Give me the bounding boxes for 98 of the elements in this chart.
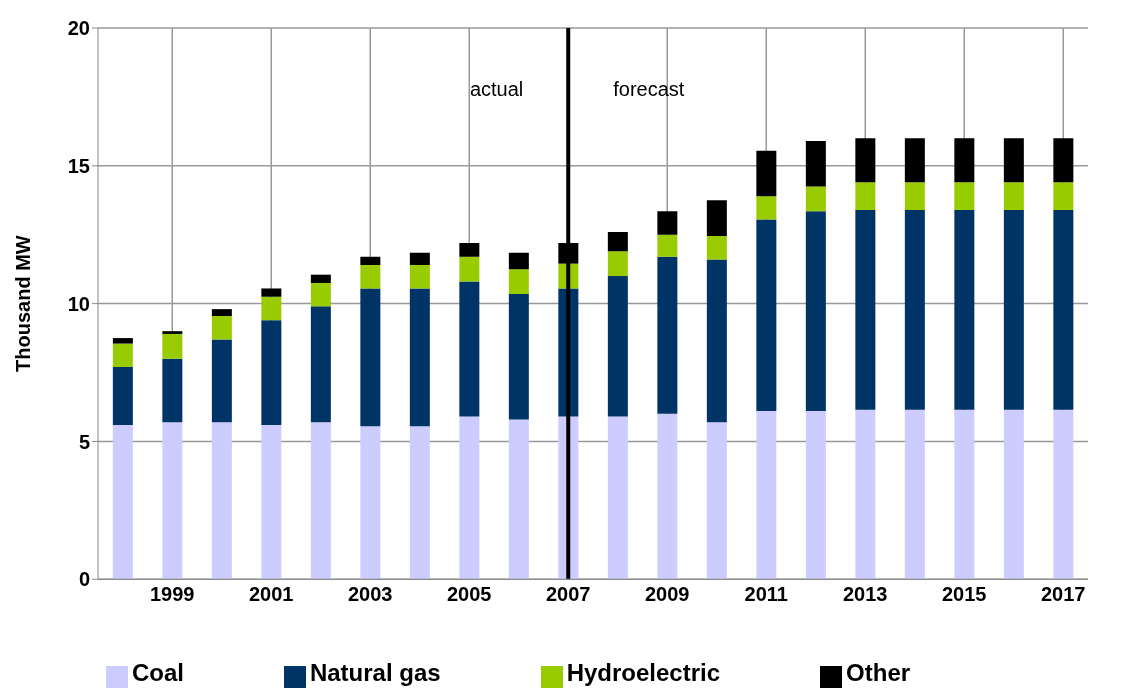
bar [112,338,133,344]
bar [904,209,925,410]
bar [409,252,430,266]
bar [508,269,529,294]
bar [954,182,975,210]
y-axis-title: Thousand MW [12,235,35,372]
legend-label: Coal [131,659,184,687]
x-tick-label: 2009 [645,583,690,606]
x-tick-label: 2003 [348,583,393,606]
bar [112,343,133,368]
bar [211,309,232,317]
x-tick-label: 2011 [744,583,788,606]
bar [607,276,628,417]
bar [607,231,628,252]
bar [805,411,826,580]
bar [1053,138,1074,183]
bar [409,265,430,289]
bar [261,424,282,580]
bar [310,282,331,307]
bar [360,256,381,266]
bar [1053,409,1074,580]
bar [904,138,925,183]
y-tick-label: 20 [67,17,90,40]
bar [1003,209,1024,410]
x-tick-label: 2015 [942,583,987,606]
bar [360,288,381,427]
bar [409,426,430,580]
bar [657,211,678,235]
bar [310,274,331,283]
bar [1003,182,1024,210]
y-tick-label: 5 [78,430,90,453]
bar [706,259,727,423]
bar [756,411,777,580]
bar [459,242,480,257]
bar [756,150,777,197]
bar [261,288,282,297]
y-tick-label: 15 [67,154,90,177]
bar [657,413,678,580]
bar [261,296,282,321]
bar [855,138,876,183]
bar [310,306,331,423]
bar [162,333,183,359]
bar [756,219,777,412]
legend-label: Hydroelectric [566,659,721,687]
bar [508,293,529,420]
bar [211,422,232,580]
bar [162,358,183,423]
bar [112,424,133,580]
y-tick-label: 0 [78,568,90,591]
bar [112,367,133,425]
bar [954,209,975,410]
bar [360,265,381,289]
bar [162,422,183,580]
bar [805,211,826,412]
bar [805,186,826,212]
bar [904,182,925,210]
x-tick-label: 2005 [447,583,492,606]
bar [1053,182,1074,210]
bar [706,236,727,260]
bar [607,416,628,580]
bar [954,138,975,183]
bar [706,422,727,580]
bar [756,196,777,220]
bar [855,409,876,580]
bar [162,331,183,334]
x-tick-label: 2013 [843,583,888,606]
legend-label: Natural gas [309,659,441,687]
bar [459,281,480,417]
bar [211,339,232,423]
bar [657,234,678,257]
bar [657,256,678,414]
x-tick-label: 2007 [546,583,591,606]
bar [706,200,727,237]
bar [409,288,430,427]
x-tick-label: 2001 [249,583,294,606]
bar [1003,409,1024,580]
x-tick-label: 1999 [150,583,195,606]
bar [508,252,529,270]
bar [805,141,826,187]
bar [261,320,282,425]
y-tick-label: 10 [67,292,90,315]
bar [310,422,331,580]
bar [508,419,529,580]
bar [360,426,381,580]
bar [1053,209,1074,410]
x-tick-label: 2017 [1041,583,1086,606]
bar [459,416,480,580]
annotation: actual [469,77,524,100]
annotation: forecast [613,77,685,100]
bar [211,316,232,340]
bar [904,409,925,580]
bar [855,182,876,210]
bar [459,256,480,282]
bar [1003,138,1024,183]
bar [954,409,975,580]
legend-label: Other [846,659,911,687]
bar [607,251,628,277]
bar [855,209,876,410]
